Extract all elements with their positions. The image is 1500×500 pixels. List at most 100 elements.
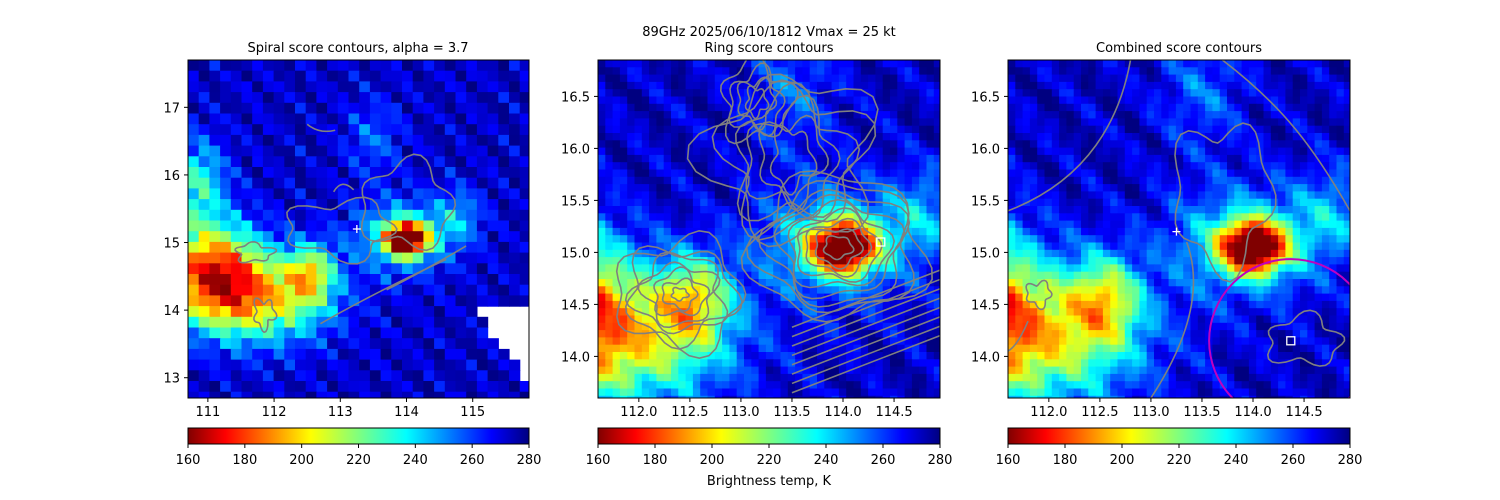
heatmap-cell [1300,96,1308,105]
heatmap-cell [744,81,752,90]
heatmap-cell [1154,308,1162,317]
heatmap-cell [1168,67,1177,76]
heatmap-cell [327,220,339,232]
heatmap-cell [476,113,489,125]
heatmap-cell [1154,162,1162,171]
heatmap-cell [882,169,891,178]
heatmap-cell [707,381,716,390]
heatmap-cell [1022,103,1031,112]
heatmap-cell [1081,162,1089,171]
heatmap-cell [933,206,940,214]
heatmap-cell [824,286,833,295]
heatmap-cell [1292,96,1301,105]
heatmap-cell [744,279,752,287]
heatmap-cell [787,344,796,353]
heatmap-cell [1073,176,1082,185]
heatmap-cell [380,156,392,168]
heatmap-cell [765,213,774,222]
heatmap-cell [273,145,285,157]
heatmap-cell [926,125,935,134]
heatmap-cell [1044,89,1053,98]
heatmap-cell [1117,191,1126,200]
heatmap-cell [868,388,876,397]
heatmap-cell [751,176,760,185]
heatmap-cell [692,271,701,280]
heatmap-cell [882,118,891,127]
heatmap-cell [273,306,285,318]
heatmap-cell [1336,286,1345,295]
heatmap-cell [802,337,811,346]
heatmap-cell [817,220,825,229]
heatmap-cell [868,271,876,280]
heatmap-cell [1102,147,1111,156]
heatmap-cell [444,263,457,275]
heatmap-cell [656,81,665,90]
heatmap-cell [1278,242,1286,251]
heatmap-cell [897,96,906,105]
heatmap-cell [919,279,928,287]
heatmap-cell [509,284,521,296]
heatmap-cell [316,263,328,275]
heatmap-cell [890,300,898,309]
heatmap-cell [1124,89,1133,98]
heatmap-cell [1343,140,1350,149]
heatmap-cell [729,111,738,119]
heatmap-cell [1234,300,1243,309]
heatmap-cell [787,133,796,141]
heatmap-cell [1168,279,1177,287]
heatmap-cell [663,257,672,265]
heatmap-cell [487,124,499,136]
heatmap-cell [751,395,760,398]
heatmap-cell [1190,227,1199,236]
heatmap-cell [619,271,628,280]
heatmap-cell [1205,242,1213,251]
heatmap-cell [1270,213,1279,222]
heatmap-cell [273,381,285,393]
heatmap-cell [890,118,898,127]
heatmap-cell [1088,191,1097,200]
heatmap-cell [391,134,403,147]
heatmap-cell [911,286,920,295]
heatmap-cell [780,388,789,397]
heatmap-cell [1110,133,1119,141]
heatmap-cell [1051,249,1060,258]
heatmap-cell [641,169,650,178]
heatmap-cell [1008,81,1016,90]
heatmap-cell [1292,213,1301,222]
heatmap-cell [209,327,221,339]
heatmap-cell [744,147,752,156]
heatmap-cell [262,60,275,72]
heatmap-cell [1037,96,1046,105]
heatmap-cell [1037,220,1046,229]
heatmap-cell [773,344,782,353]
heatmap-cell [1088,169,1097,178]
heatmap-cell [1037,74,1046,83]
heatmap-cell [897,264,906,273]
heatmap-cell [707,154,716,163]
heatmap-cell [707,213,716,222]
heatmap-cell [765,286,774,295]
heatmap-cell [1073,308,1082,317]
heatmap-cell [736,220,745,229]
heatmap-cell [605,60,614,68]
heatmap-cell [252,231,264,243]
heatmap-cell [838,242,847,251]
heatmap-cell [1219,162,1228,171]
heatmap-cell [1161,60,1170,68]
colorbar-gradient [187,427,530,445]
heatmap-cell [1248,103,1257,112]
heatmap-cell [758,257,767,265]
heatmap-cell [498,81,510,93]
heatmap-cell [1037,154,1046,163]
heatmap-cell [1117,308,1126,317]
heatmap-cell [423,145,435,157]
heatmap-cell [1008,103,1016,112]
heatmap-cell [729,125,738,134]
heatmap-cell [619,162,628,171]
heatmap-cell [476,145,489,157]
heatmap-cell [627,147,636,156]
heatmap-cell [1292,140,1301,149]
heatmap-cell [1321,96,1330,105]
x-tick-label: 112.0 [620,405,657,420]
heatmap-cell [1081,147,1089,156]
